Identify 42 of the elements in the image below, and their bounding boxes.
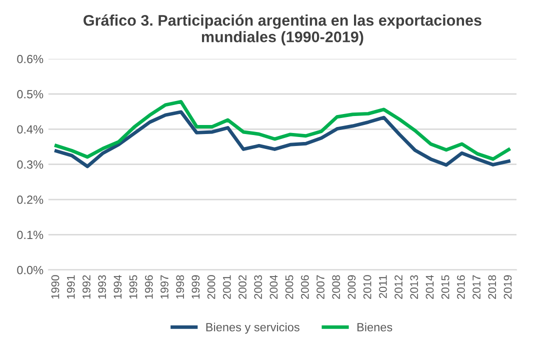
y-tick-label: 0.6% (17, 54, 44, 64)
x-tick-label: 2008 (332, 275, 340, 299)
line-series (54, 100, 510, 161)
x-tick-label: 2001 (222, 275, 231, 299)
y-tick-label: 0.0% (17, 266, 44, 274)
x-tick-label: 2003 (254, 275, 262, 299)
x-tick-label: 1998 (176, 275, 184, 299)
x-tick-label: 2005 (285, 275, 294, 299)
x-tick-label: 2017 (472, 275, 480, 299)
line-series (54, 110, 510, 168)
x-tick-label: 2000 (207, 275, 216, 299)
x-tick-label: 1997 (160, 275, 168, 299)
x-tick-label: 1996 (144, 275, 153, 299)
y-tick-label: 0.3% (17, 160, 44, 169)
x-tick-label: 2014 (426, 275, 434, 299)
x-tick-label: 1990 (51, 275, 60, 299)
x-tick-label: 2004 (270, 275, 278, 299)
x-tick-label: 2002 (238, 275, 246, 299)
legend-label: Bienes y servicios (206, 322, 300, 334)
y-tick-label: 0.2% (17, 196, 44, 204)
x-tick-label: 2006 (300, 275, 309, 299)
chart-title: Gráfico 3. Participación argentina en las exportaciones mundiales (1990-2019) (84, 14, 482, 46)
y-tick-label: 0.1% (17, 230, 44, 240)
x-tick-label: 2010 (363, 275, 372, 299)
x-tick-label: 1999 (192, 275, 200, 299)
x-tick-label: 1992 (82, 275, 90, 299)
x-tick-label: 2019 (504, 275, 512, 299)
x-tick-label: 2007 (316, 275, 324, 299)
x-tick-label: 2015 (441, 275, 450, 299)
legend-label: Bienes (357, 322, 392, 332)
x-tick-label: 2011 (378, 275, 387, 298)
x-tick-label: 2009 (348, 275, 356, 299)
x-tick-label: 2013 (410, 275, 418, 299)
x-tick-label: 1993 (98, 275, 106, 299)
x-tick-label: 1991 (66, 275, 75, 299)
x-tick-label: 2016 (456, 275, 465, 299)
y-tick-label: 0.4% (17, 125, 44, 134)
x-tick-label: 1994 (114, 275, 122, 299)
x-tick-label: 2018 (488, 275, 496, 299)
x-tick-label: 2012 (394, 275, 402, 299)
y-tick-label: 0.5% (17, 90, 44, 98)
x-tick-label: 1995 (129, 275, 138, 299)
